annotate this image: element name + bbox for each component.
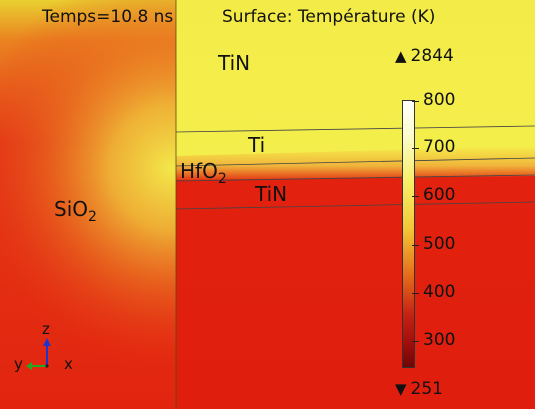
boundary-tin-ti xyxy=(175,125,535,133)
colorbar-label-400: 400 xyxy=(423,282,456,302)
region-label-tin-top: TiN xyxy=(218,51,251,75)
colorbar-label-300: 300 xyxy=(423,330,456,350)
tin-bottom-fill xyxy=(176,176,535,409)
time-label: Temps=10.8 ns xyxy=(42,7,174,27)
min-value: 251 xyxy=(410,379,443,399)
hfo2-text: HfO xyxy=(180,159,218,183)
colorbar-tick-300 xyxy=(412,341,419,342)
colorbar-label-700: 700 xyxy=(423,137,456,157)
colorbar-max-marker: ▲ 2844 xyxy=(395,48,454,65)
colorbar-tick-500 xyxy=(412,245,419,246)
triad-x-label: x xyxy=(64,355,73,373)
sio2-heat-glow xyxy=(0,0,176,409)
up-triangle-icon: ▲ xyxy=(395,47,407,65)
ti-hfo2-transition-fill xyxy=(176,146,535,182)
down-triangle-icon: ▼ xyxy=(395,380,407,398)
boundary-ti-hfo2 xyxy=(175,157,535,167)
colorbar-tick-400 xyxy=(412,293,419,294)
colorbar-min-marker: ▼ 251 xyxy=(395,381,443,398)
triad-origin xyxy=(45,364,49,368)
hfo2-subscript: 2 xyxy=(217,170,227,187)
triad-y-arrowhead xyxy=(26,362,32,370)
region-label-ti: Ti xyxy=(248,133,266,157)
region-label-sio2: SiO2 xyxy=(54,197,97,224)
colorbar-label-600: 600 xyxy=(423,185,456,205)
colorbar-tick-700 xyxy=(412,148,419,149)
colorbar-tick-800 xyxy=(412,101,419,102)
triad-z-label: z xyxy=(42,320,50,338)
tin-top-fill xyxy=(176,0,535,170)
triad-z-arrowhead xyxy=(43,338,51,346)
region-label-hfo2: HfO2 xyxy=(180,159,227,186)
color-legend-bar xyxy=(402,100,415,368)
colorbar-label-500: 500 xyxy=(423,234,456,254)
colorbar-tick-600 xyxy=(412,196,419,197)
region-label-tin-bottom: TiN xyxy=(255,182,288,206)
sio2-subscript: 2 xyxy=(88,208,97,225)
boundary-tin-bottom xyxy=(175,201,535,210)
sio2-text: SiO xyxy=(54,197,88,221)
colorbar-label-800: 800 xyxy=(423,90,456,110)
boundary-hfo2-tin xyxy=(175,174,535,182)
max-value: 2844 xyxy=(410,46,454,66)
surface-label: Surface: Température (K) xyxy=(222,7,436,27)
triad-y-label: y xyxy=(14,355,23,373)
